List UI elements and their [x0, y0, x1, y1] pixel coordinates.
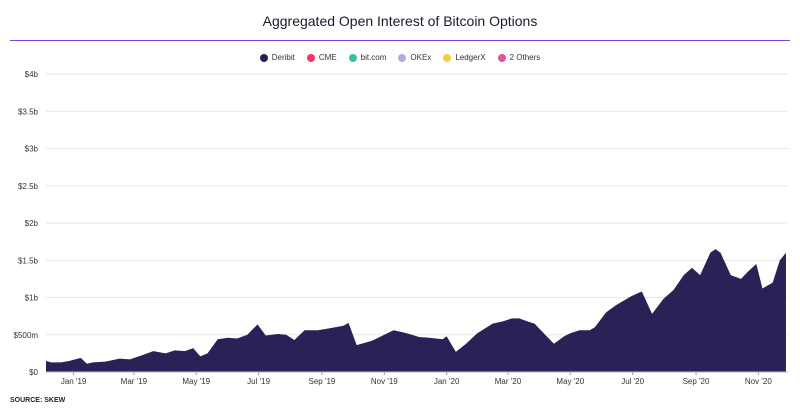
legend-label-bitcom: bit.com	[360, 53, 387, 62]
x-tick-label: Nov '19	[371, 377, 398, 386]
y-tick-label: $4b	[25, 70, 39, 79]
legend-item-ledgerx[interactable]: LedgerX	[443, 53, 486, 62]
legend-item-okex[interactable]: OKEx	[398, 53, 431, 62]
x-tick-label: Mar '20	[495, 377, 522, 386]
legend-item-others[interactable]: 2 Others	[497, 53, 541, 62]
x-tick-label: Mar '19	[121, 377, 148, 386]
legend-swatch-deribit	[259, 53, 268, 62]
x-tick-label: Jan '20	[434, 377, 460, 386]
y-tick-label: $500m	[14, 331, 39, 340]
area-series-deribit	[46, 249, 786, 372]
x-tick-label: Nov '20	[745, 377, 772, 386]
y-tick-label: $3b	[25, 145, 39, 154]
x-tick-label: Sep '20	[683, 377, 710, 386]
chart-title: Aggregated Open Interest of Bitcoin Opti…	[262, 13, 538, 29]
legend-label-ledgerx: LedgerX	[455, 53, 486, 62]
legend-item-bitcom[interactable]: bit.com	[348, 53, 387, 62]
legend-label-others: 2 Others	[509, 53, 541, 62]
legend: Deribit CME bit.com OKEx LedgerX 2 Other…	[0, 53, 800, 62]
y-tick-label: $2.5b	[18, 182, 39, 191]
legend-label-deribit: Deribit	[271, 53, 295, 62]
x-tick-label: Sep '19	[309, 377, 336, 386]
x-tick-label: Jul '20	[621, 377, 644, 386]
y-tick-label: $1.5b	[18, 256, 39, 265]
title-divider	[10, 40, 790, 41]
legend-item-cme[interactable]: CME	[306, 53, 337, 62]
x-tick-label: Jul '19	[247, 377, 270, 386]
legend-swatch-ledgerx	[443, 53, 452, 62]
y-tick-label: $1b	[25, 294, 39, 303]
legend-swatch-cme	[306, 53, 315, 62]
y-tick-label: $3.5b	[18, 107, 39, 116]
x-tick-label: May '19	[182, 377, 210, 386]
source-note: SOURCE: SKEW	[10, 397, 66, 404]
legend-label-okex: OKEx	[410, 53, 432, 62]
legend-swatch-okex	[398, 53, 407, 62]
x-tick-label: May '20	[556, 377, 584, 386]
legend-item-deribit[interactable]: Deribit	[259, 53, 295, 62]
legend-label-cme: CME	[318, 53, 337, 62]
legend-swatch-bitcom	[348, 53, 357, 62]
y-tick-label: $2b	[25, 219, 39, 228]
legend-swatch-others	[497, 53, 506, 62]
y-tick-label: $0	[29, 368, 38, 377]
x-tick-label: Jan '19	[61, 377, 87, 386]
